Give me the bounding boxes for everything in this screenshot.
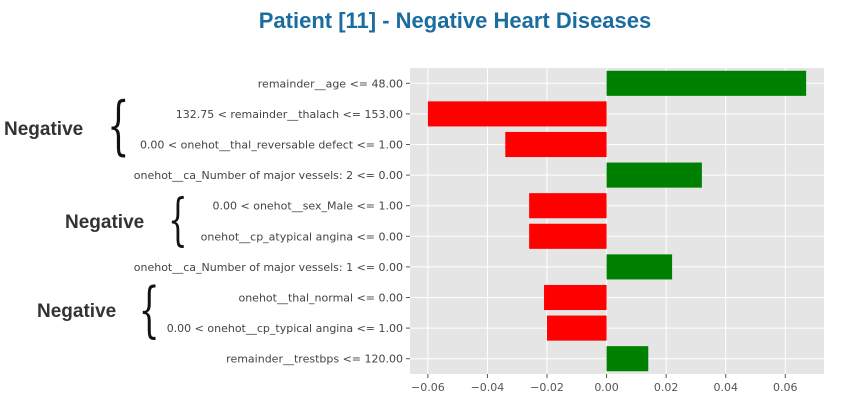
bar	[544, 284, 607, 311]
y-tick-label: onehot__thal_normal <= 0.00	[238, 292, 403, 305]
group-brace-3: {	[138, 275, 160, 345]
y-tick-label: 0.00 < onehot__cp_typical angina <= 1.00	[167, 322, 403, 335]
x-tick-label: −0.02	[530, 381, 564, 394]
x-tick-label: 0.02	[654, 381, 679, 394]
bar	[606, 70, 807, 96]
x-tick-label: −0.06	[411, 381, 445, 394]
x-tick-label: −0.04	[471, 381, 505, 394]
y-tick-label: onehot__ca_Number of major vessels: 2 <=…	[134, 169, 403, 182]
y-tick-label: onehot__ca_Number of major vessels: 1 <=…	[134, 261, 403, 274]
y-tick-label: onehot__cp_atypical angina <= 0.00	[201, 230, 403, 243]
y-tick-label: 0.00 < onehot__sex_Male <= 1.00	[213, 200, 403, 213]
x-tick-label: 0.06	[773, 381, 798, 394]
bar	[547, 315, 607, 341]
bar	[427, 101, 607, 127]
group-label-negative-2: Negative	[65, 212, 145, 233]
x-tick-label: 0.00	[594, 381, 619, 394]
y-tick-label: remainder__trestbps <= 120.00	[226, 353, 403, 366]
y-tick-label: 0.00 < onehot__thal_reversable defect <=…	[140, 139, 403, 152]
y-tick-label: 132.75 < remainder__thalach <= 153.00	[176, 108, 403, 121]
x-tick-label: 0.04	[713, 381, 738, 394]
chart-title: Patient [11] - Negative Heart Diseases	[258, 8, 652, 33]
group-brace-2: {	[168, 188, 188, 253]
bar	[529, 223, 607, 249]
group-label-negative-1: Negative	[4, 119, 84, 140]
bar	[606, 346, 649, 372]
group-label-negative-3: Negative	[37, 301, 117, 322]
bar	[606, 162, 702, 188]
bar	[606, 254, 673, 280]
y-tick-label: remainder__age <= 48.00	[258, 77, 403, 90]
bar	[529, 193, 607, 219]
bar	[505, 131, 607, 158]
group-brace-1: {	[107, 89, 130, 163]
